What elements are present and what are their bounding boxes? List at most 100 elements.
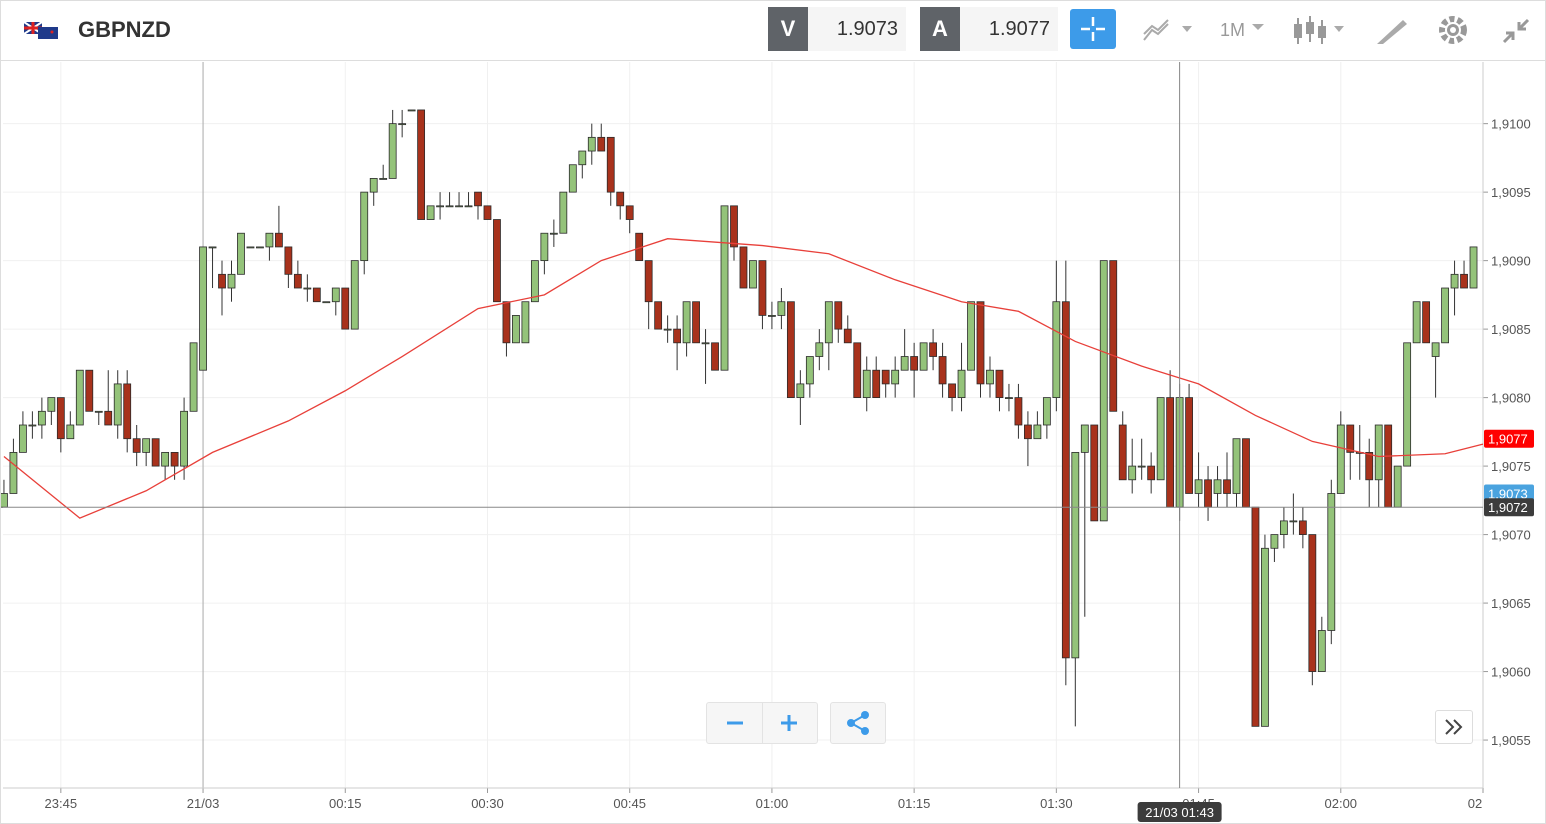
candle-body (1005, 397, 1013, 400)
candle-body (464, 205, 473, 208)
plot-background (3, 62, 1483, 788)
candle-body (1204, 479, 1212, 508)
candle-body (1270, 534, 1279, 549)
candle-body (293, 273, 302, 289)
y-tick-label: 1,9055 (1491, 733, 1531, 748)
price-tag (1484, 484, 1534, 503)
candle-body (1422, 301, 1431, 344)
candle-body (9, 451, 18, 494)
candle-body (938, 356, 947, 385)
candle-body (265, 232, 274, 248)
candle-body (673, 328, 682, 344)
candle-body (910, 356, 919, 371)
x-tick-label: 00:30 (471, 796, 504, 811)
candle-body (616, 191, 625, 207)
candle-body (1090, 424, 1099, 522)
candle-body (142, 438, 151, 453)
candle-body (312, 287, 321, 303)
candle-body (948, 383, 956, 399)
zoom-in-button[interactable] (761, 703, 818, 743)
candle-body (597, 136, 606, 152)
candle-body (720, 205, 729, 371)
x-tick-label: 02 (1468, 796, 1482, 811)
candle-body (474, 191, 482, 207)
candle-body (161, 451, 170, 467)
candle-body (493, 219, 501, 303)
sell-price: 1.9073 (808, 7, 906, 51)
y-tick-label: 1,9100 (1491, 117, 1531, 132)
dropdown-arrow (1252, 24, 1264, 30)
candle-body (66, 424, 75, 440)
candle-body (303, 287, 312, 290)
zoom-out-button[interactable] (707, 703, 762, 743)
candle-body (1384, 424, 1393, 508)
share-button[interactable] (830, 702, 886, 744)
candle-body (398, 123, 407, 126)
candle-body (123, 383, 132, 440)
toolbar: GBPNZD V 1.9073 A 1.9077 1M (0, 0, 1546, 61)
candle-body (75, 369, 84, 426)
candle-body (1128, 465, 1137, 481)
candle-body (445, 205, 454, 208)
x-tick-label: 23:45 (45, 796, 78, 811)
draw-button[interactable] (1375, 16, 1409, 46)
candle-body (1024, 424, 1032, 440)
y-tick-label: 1,9060 (1491, 665, 1531, 680)
candle-body (47, 397, 56, 412)
candle-body (701, 342, 710, 345)
candle-body (1052, 301, 1061, 399)
candle-body (1061, 301, 1070, 659)
candle-body (512, 315, 520, 344)
candle-body (777, 301, 786, 316)
candle-body (322, 301, 331, 304)
candle-body (1242, 438, 1250, 508)
candle-body (1403, 342, 1412, 467)
y-tick-label: 1,9085 (1491, 322, 1531, 337)
candle-body (1232, 438, 1241, 494)
candle-body (341, 287, 350, 330)
x-tick-label: 01:15 (898, 796, 931, 811)
candle-body (1365, 451, 1374, 481)
scroll-end-button[interactable] (1435, 710, 1473, 744)
y-tick-label: 1,9075 (1491, 459, 1531, 474)
collapse-button[interactable] (1500, 16, 1532, 46)
candle-body (19, 424, 27, 453)
candle-body (1156, 397, 1165, 481)
crosshair-button[interactable] (1070, 9, 1118, 49)
candle-body (891, 369, 900, 385)
candle-body (872, 369, 881, 399)
candle-body (606, 136, 615, 193)
candle-body (113, 383, 122, 426)
candle-body (379, 178, 388, 180)
sell-button[interactable]: V 1.9073 (768, 7, 906, 51)
candle-body (180, 410, 188, 467)
chart-type-button[interactable] (1140, 14, 1200, 46)
x-tick-label: 21/03 (187, 796, 220, 811)
price-tag (1484, 429, 1534, 448)
candle-body (284, 246, 293, 275)
crosshair-x-tag (1137, 802, 1222, 822)
x-tick-label: 01:30 (1040, 796, 1073, 811)
sell-label: V (768, 7, 808, 51)
candle-body (682, 301, 691, 344)
candle-body (436, 205, 444, 208)
settings-button[interactable] (1438, 15, 1468, 45)
zoom-controls (706, 702, 818, 744)
candle-body (976, 301, 985, 385)
timeframe[interactable]: 1M (1220, 20, 1246, 40)
candle-body (768, 315, 776, 317)
candle-body (275, 232, 283, 248)
candles-button[interactable] (1290, 14, 1350, 48)
candle-body (995, 369, 1004, 399)
candle-body (1042, 397, 1051, 426)
candle-body (549, 232, 558, 235)
candle-body (1393, 465, 1402, 508)
candle-body (739, 246, 748, 289)
candle-body (1289, 520, 1298, 523)
candle-body (967, 301, 975, 371)
candle-body (1431, 342, 1440, 357)
buy-button[interactable]: A 1.9077 (920, 7, 1058, 51)
candle-body (455, 205, 463, 208)
candle-body (1213, 479, 1222, 494)
